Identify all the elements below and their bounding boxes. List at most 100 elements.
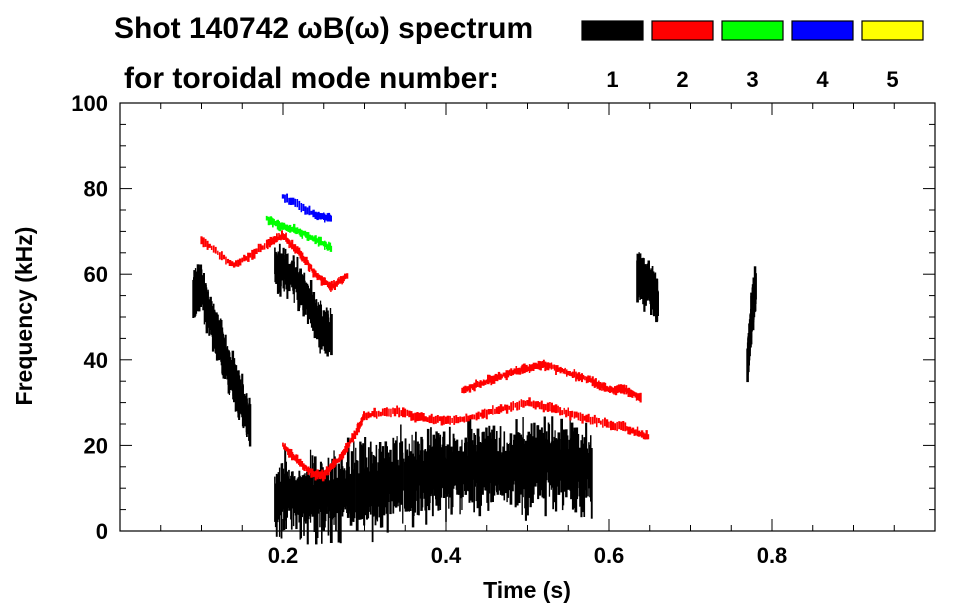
spectrum-mark (617, 384, 621, 393)
spectrum-mark (512, 369, 515, 376)
spectrum-mark (455, 415, 458, 424)
spectrum-mark (354, 462, 356, 519)
spectrum-mark (284, 194, 286, 203)
spectrum-mark (326, 475, 329, 507)
spectrum-mark (314, 235, 317, 245)
spectrum-mark (291, 197, 295, 205)
spectrum-mark (392, 407, 394, 414)
spectrum-mark (206, 240, 209, 250)
spectrum-mark (374, 457, 377, 526)
spectrum-mark (304, 464, 307, 469)
spectrum-mark (440, 447, 443, 498)
spectrum-mark (346, 437, 350, 518)
spectrum-mark (645, 430, 648, 440)
spectrum-mark (248, 404, 252, 447)
spectrum-mark (496, 374, 499, 382)
spectrum-mark (627, 387, 630, 397)
spectrum-mark (502, 372, 505, 377)
spectrum-mark (422, 460, 425, 493)
spectrum-mark (510, 402, 513, 412)
spectrum-mark (350, 437, 353, 443)
y-tick-label: 40 (84, 348, 108, 373)
spectrum-mark (310, 210, 313, 215)
spectrum-mark (552, 364, 554, 369)
spectrum-mark (508, 405, 511, 410)
spectrum-mark (311, 468, 314, 476)
spectrum-mark (381, 408, 384, 416)
spectrum-mark (304, 206, 307, 215)
spectrum-mark (540, 400, 543, 410)
spectrum-mark (406, 409, 409, 416)
spectrum-mark (448, 426, 451, 498)
spectrum-mark (438, 437, 441, 506)
spectrum-mark (309, 449, 312, 523)
spectrum-mark (330, 314, 333, 356)
spectrum-mark (754, 273, 757, 300)
legend: 1 2 3 4 5 (581, 20, 924, 92)
spectrum-mark (302, 463, 305, 470)
spectrum-mark (408, 410, 411, 418)
spectrum-mark (342, 470, 345, 513)
spectrum-mark (563, 407, 565, 415)
spectrum-mark (517, 368, 520, 373)
spectrum-mark (278, 233, 280, 240)
spectrum-mark (320, 275, 323, 286)
spectrum-mark (553, 364, 556, 371)
spectrum-mark (511, 444, 514, 492)
spectrum-mark (509, 369, 511, 376)
spectrum-mark (351, 433, 354, 442)
spectrum-mark (492, 405, 494, 415)
spectrum-mark (581, 434, 584, 488)
spectrum-mark (615, 385, 619, 394)
spectrum-mark (438, 416, 442, 422)
spectrum-mark (299, 458, 302, 467)
spectrum-mark (477, 411, 480, 420)
spectrum-mark (467, 415, 470, 422)
spectrum-mark (494, 408, 496, 415)
spectrum-mark (394, 440, 398, 508)
spectrum-mark (400, 410, 402, 417)
spectrum-mark (568, 371, 571, 376)
spectrum-mark (426, 417, 429, 422)
spectrum-mark (623, 384, 626, 395)
spectrum-mark (561, 410, 564, 416)
spectrum-mark (284, 443, 286, 450)
spectrum-mark (573, 369, 576, 378)
spectrum-mark (369, 471, 371, 512)
spectrum-mark (627, 426, 630, 435)
spectrum-mark (324, 241, 327, 247)
spectrum-mark (518, 367, 521, 375)
spectrum-mark (288, 469, 290, 511)
spectrum-mark (273, 220, 276, 226)
spectrum-mark (596, 417, 598, 428)
spectrum-mark (507, 450, 511, 491)
spectrum-mark (351, 469, 355, 522)
spectrum-mark (319, 461, 322, 512)
spectrum-mark (497, 406, 501, 414)
spectrum-mark (291, 471, 294, 509)
spectrum-mark (599, 420, 602, 425)
spectrum-mark (305, 476, 307, 524)
y-tick-label: 0 (96, 519, 108, 544)
tick-marks (120, 103, 935, 531)
spectrum-mark (559, 366, 562, 374)
spectrum-mark (524, 400, 527, 407)
spectrum-mark (377, 410, 380, 417)
spectrum-mark (326, 467, 330, 473)
spectrum-mark (217, 250, 219, 255)
spectrum-mark (339, 276, 343, 284)
spectrum-mark (323, 277, 326, 284)
spectrum-mark (288, 197, 291, 205)
spectrum-mark (433, 438, 436, 496)
x-tick-label: 0.4 (431, 543, 462, 568)
spectrum-mark (376, 411, 378, 419)
spectrum-mark (290, 471, 293, 530)
spectrum-mark (337, 458, 339, 463)
spectrum-mark (292, 477, 295, 527)
spectrum-mark (566, 449, 570, 490)
spectrum-mark (637, 393, 640, 401)
spectrum-mark (502, 406, 505, 412)
spectrum-mark (411, 453, 415, 528)
spectrum-mark (494, 373, 498, 381)
